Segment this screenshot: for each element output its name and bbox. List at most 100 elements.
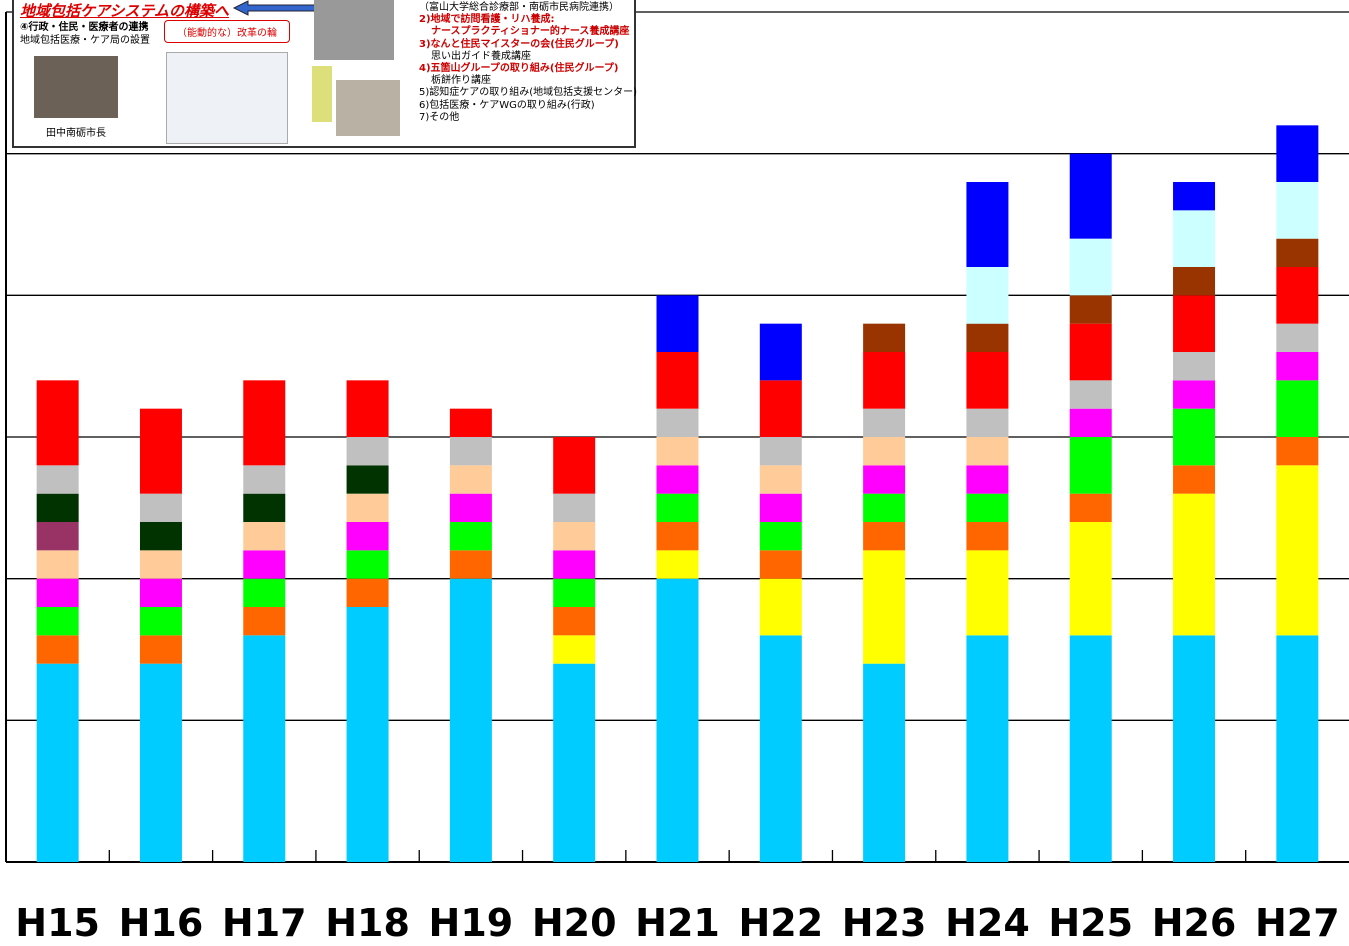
bar-segment [1173, 465, 1216, 494]
bar-segment [36, 663, 79, 862]
bar-segment [1276, 323, 1319, 352]
bar-segment [243, 380, 286, 466]
x-tick-label: H24 [945, 901, 1030, 945]
inset-line: ④行政・住民・医療者の連携 [20, 22, 149, 33]
bar-segment [759, 522, 802, 551]
bar-segment [346, 607, 389, 862]
bar-segment [759, 465, 802, 494]
bar-segment [1276, 352, 1319, 381]
bar-segment [759, 550, 802, 579]
inset-ring: （能動的な）改革の輪 [164, 20, 290, 43]
bar-segment [863, 493, 906, 522]
bar-segment [346, 465, 389, 494]
bar-segment [656, 550, 699, 579]
bar-segment [553, 522, 596, 551]
bar-segment [759, 323, 802, 381]
bar-segment [553, 550, 596, 579]
bar-segment [139, 493, 182, 522]
bar-segment [1276, 380, 1319, 437]
bar-segment [966, 182, 1009, 267]
inset-line: （富山大学総合診療部・南砺市民病院連携） [419, 2, 619, 13]
bar-segment [656, 352, 699, 409]
photo [314, 0, 394, 60]
bar-segment [1276, 125, 1319, 182]
bar-segment [1069, 380, 1112, 409]
bar-segment [863, 550, 906, 664]
bar-segment [36, 465, 79, 494]
bar-segment [243, 578, 286, 607]
bar-segment [243, 635, 286, 862]
bar-segment [243, 465, 286, 494]
bar-segment [1276, 635, 1319, 862]
bar-segment [1173, 493, 1216, 636]
bar-segment [139, 550, 182, 579]
bar-segment [1069, 493, 1112, 522]
bar-segment [656, 465, 699, 494]
inset-line: 5)認知症ケアの取り組み(地域包括支援センター) [419, 87, 638, 99]
bar-segment [1069, 153, 1112, 239]
logo [312, 66, 332, 122]
bar-segment [863, 663, 906, 862]
bar-segment [553, 635, 596, 664]
bar-segment [243, 493, 286, 522]
inset-line: 6)包括医療・ケアWGの取り組み(行政) [419, 99, 595, 111]
inset-caption: 田中南砺市長 [46, 128, 106, 139]
bar-segment [1173, 295, 1216, 352]
inset-line: ナースプラクティショナー的ナース養成講座 [431, 26, 630, 38]
bar-segment [966, 352, 1009, 409]
x-tick-label: H18 [325, 901, 410, 945]
inset-line: 3)なんと住民マイスターの会(住民グループ) [419, 38, 619, 50]
x-tick-label: H27 [1255, 901, 1340, 945]
bar-segment [1276, 238, 1319, 267]
bar-segment [449, 465, 492, 494]
x-tick-label: H20 [532, 901, 617, 945]
bar-segment [966, 635, 1009, 862]
bar-segment [36, 380, 79, 466]
bar-segment [966, 465, 1009, 494]
bar-segment [553, 607, 596, 636]
bar-segment [1069, 408, 1112, 437]
bar-segment [966, 323, 1009, 352]
inset-line: 地域包括医療・ケア局の設置 [20, 35, 150, 46]
bar-segment [449, 578, 492, 862]
bar-segment [553, 663, 596, 862]
bar-segment [656, 295, 699, 352]
bar-segment [553, 437, 596, 494]
x-tick-label: H25 [1048, 901, 1133, 945]
bar-segment [966, 267, 1009, 324]
bar-segment [243, 550, 286, 579]
bar-segment [656, 493, 699, 522]
bar-segment [863, 323, 906, 352]
bar-segment [863, 352, 906, 409]
bar-segment [346, 380, 389, 437]
bar-segment [449, 493, 492, 522]
bar-segment [1173, 182, 1216, 211]
x-tick-label: H26 [1152, 901, 1237, 945]
bar-segment [966, 522, 1009, 551]
bar-segment [243, 607, 286, 636]
bar-segment [1069, 522, 1112, 636]
bar-segment [139, 522, 182, 551]
bar-segment [759, 380, 802, 437]
bar-segment [656, 522, 699, 551]
bar-segment [553, 578, 596, 607]
bar-segment [1276, 437, 1319, 466]
bar-segment [966, 550, 1009, 636]
bar-segment [656, 408, 699, 437]
bar-segment [656, 578, 699, 862]
bar-segment [553, 493, 596, 522]
bar-segment [759, 493, 802, 522]
bar-segment [1173, 635, 1216, 862]
bar-segment [36, 607, 79, 636]
bar-segment [1173, 210, 1216, 267]
bar-segment [863, 522, 906, 551]
x-tick-label: H19 [429, 901, 514, 945]
bar-segment [1173, 267, 1216, 296]
arrow [232, 0, 319, 16]
bar-segment [863, 465, 906, 494]
diagram [166, 52, 288, 144]
inset-line: 4)五箇山グループの取り組み(住民グループ) [419, 63, 619, 74]
bar-segment [449, 437, 492, 466]
bar-segment [139, 578, 182, 607]
